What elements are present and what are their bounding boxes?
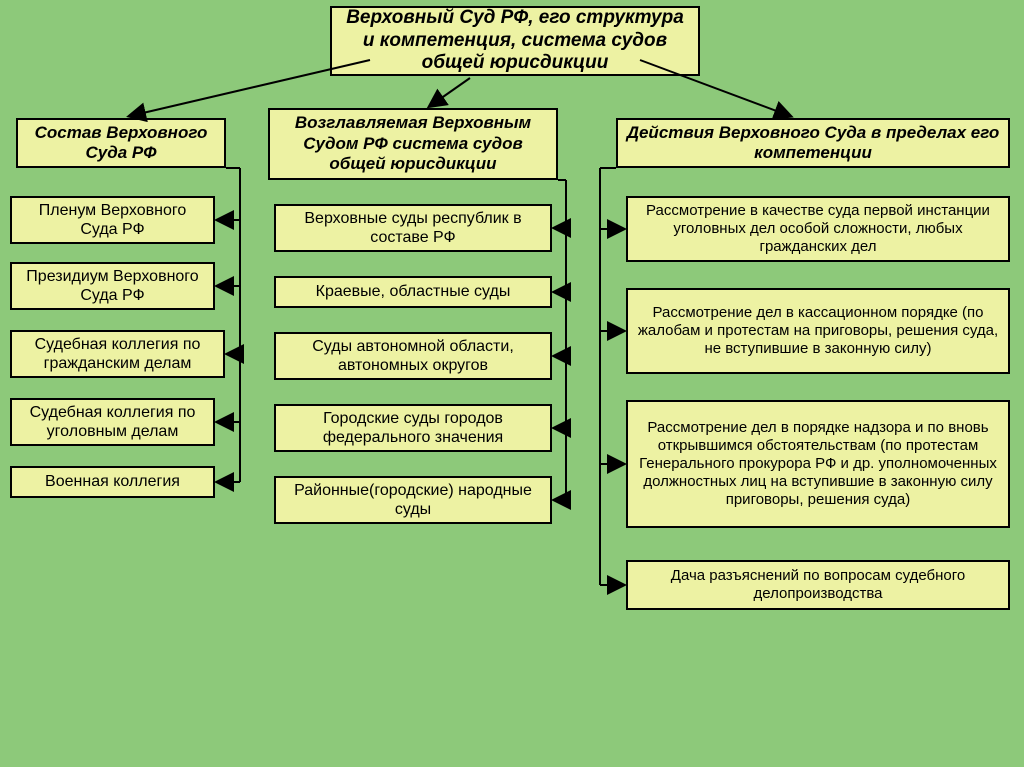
right-item-0: Рассмотрение в качестве суда первой инст… xyxy=(626,196,1010,262)
middle-column-header: Возглавляемая Верховным Судом РФ система… xyxy=(268,108,558,180)
right-item-2: Рассмотрение дел в порядке надзора и по … xyxy=(626,400,1010,528)
mid-item-0-text: Верховные суды республик в составе РФ xyxy=(284,209,542,247)
left-item-2-text: Судебная коллегия по гражданским делам xyxy=(20,335,215,373)
right-item-1: Рассмотрение дел в кассационном порядке … xyxy=(626,288,1010,374)
mid-item-0: Верховные суды республик в составе РФ xyxy=(274,204,552,252)
right-item-1-text: Рассмотрение дел в кассационном порядке … xyxy=(636,304,1000,358)
right-item-0-text: Рассмотрение в качестве суда первой инст… xyxy=(636,202,1000,256)
diagram-title: Верховный Суд РФ, его структура и компет… xyxy=(330,6,700,76)
left-item-1: Президиум Верховного Суда РФ xyxy=(10,262,215,310)
mid-item-1-text: Краевые, областные суды xyxy=(316,282,511,301)
mid-item-2-text: Суды автономной области, автономных окру… xyxy=(284,337,542,375)
left-item-3-text: Судебная коллегия по уголовным делам xyxy=(20,403,205,441)
right-item-2-text: Рассмотрение дел в порядке надзора и по … xyxy=(636,419,1000,509)
left-item-1-text: Президиум Верховного Суда РФ xyxy=(20,267,205,305)
right-item-3: Дача разъяснений по вопросам судебного д… xyxy=(626,560,1010,610)
right-header-text: Действия Верховного Суда в пределах его … xyxy=(626,123,1000,164)
mid-item-4: Районные(городские) народные суды xyxy=(274,476,552,524)
left-item-0-text: Пленум Верховного Суда РФ xyxy=(20,201,205,239)
mid-item-1: Краевые, областные суды xyxy=(274,276,552,308)
left-item-0: Пленум Верховного Суда РФ xyxy=(10,196,215,244)
right-item-3-text: Дача разъяснений по вопросам судебного д… xyxy=(636,567,1000,603)
mid-item-3: Городские суды городов федерального знач… xyxy=(274,404,552,452)
middle-header-text: Возглавляемая Верховным Судом РФ система… xyxy=(278,113,548,174)
mid-item-2: Суды автономной области, автономных окру… xyxy=(274,332,552,380)
left-item-4-text: Военная коллегия xyxy=(45,472,180,491)
left-item-4: Военная коллегия xyxy=(10,466,215,498)
mid-item-3-text: Городские суды городов федерального знач… xyxy=(284,409,542,447)
title-text: Верховный Суд РФ, его структура и компет… xyxy=(340,7,690,75)
left-item-2: Судебная коллегия по гражданским делам xyxy=(10,330,225,378)
left-item-3: Судебная коллегия по уголовным делам xyxy=(10,398,215,446)
left-header-text: Состав Верховного Суда РФ xyxy=(26,123,216,164)
right-column-header: Действия Верховного Суда в пределах его … xyxy=(616,118,1010,168)
left-column-header: Состав Верховного Суда РФ xyxy=(16,118,226,168)
mid-item-4-text: Районные(городские) народные суды xyxy=(284,481,542,519)
